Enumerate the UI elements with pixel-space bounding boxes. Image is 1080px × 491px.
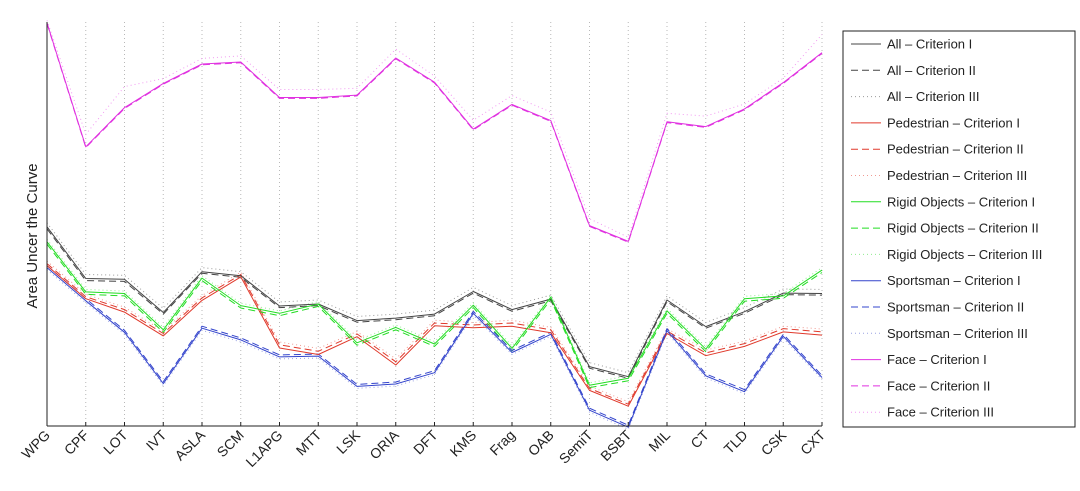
series-line-face-criterion-ii — [46, 23, 823, 243]
legend-label: Pedestrian – Criterion I — [887, 115, 1020, 130]
x-tick-label-lot: LOT — [100, 426, 131, 457]
series-line-all-criterion-ii — [46, 228, 823, 379]
series-line-sportsman-criterion-i — [46, 267, 823, 428]
x-tick-label-semit: SemiT — [556, 426, 596, 466]
legend-item: Rigid Objects – Criterion II — [851, 221, 1039, 236]
legend-label: Rigid Objects – Criterion I — [887, 194, 1035, 209]
legend-label: Sportsman – Criterion I — [887, 273, 1021, 288]
x-tick-label-mil: MIL — [645, 427, 673, 455]
x-tick-label-scm: SCM — [214, 427, 247, 460]
legend-item: Rigid Objects – Criterion I — [851, 194, 1035, 209]
legend-item: All – Criterion I — [851, 37, 972, 52]
legend-item: All – Criterion III — [851, 89, 979, 104]
series-line-rigid-objects-criterion-ii — [46, 243, 823, 389]
x-tick-label-asla: ASLA — [171, 426, 208, 463]
legend-item: Face – Criterion III — [851, 405, 994, 420]
x-tick-label-ct: CT — [687, 426, 712, 451]
series-line-all-criterion-iii — [46, 222, 823, 374]
legend-item: Rigid Objects – Criterion III — [851, 247, 1042, 262]
legend-label: Sportsman – Criterion II — [887, 300, 1024, 315]
legend-label: All – Criterion III — [887, 89, 979, 104]
series-line-rigid-objects-criterion-iii — [46, 239, 823, 384]
grid-lines — [85, 22, 823, 426]
legend-box — [842, 30, 1076, 428]
x-tick-label-bsbt: BSBT — [597, 426, 634, 463]
legend: All – Criterion I All – Criterion II All –… — [842, 30, 1076, 428]
legend-label: Sportsman – Criterion III — [887, 326, 1028, 341]
legend-label: Pedestrian – Criterion III — [887, 168, 1027, 183]
legend-item: Sportsman – Criterion II — [851, 300, 1024, 315]
legend-item: Sportsman – Criterion III — [851, 326, 1028, 341]
x-tick-label-wpg: WPG — [18, 427, 53, 462]
legend-item: All – Criterion II — [851, 63, 976, 78]
x-tick-label-ivt: IVT — [143, 426, 170, 453]
legend-item: Face – Criterion II — [851, 378, 990, 393]
series-line-rigid-objects-criterion-i — [46, 241, 823, 386]
x-tick-label-dft: DFT — [410, 426, 441, 457]
x-tick-label-tld: TLD — [721, 427, 751, 457]
legend-label: All – Criterion II — [887, 63, 976, 78]
legend-label: All – Criterion I — [887, 37, 972, 52]
y-axis-label: Area Uncer the Curve — [24, 163, 41, 308]
x-tick-label-l1apg: L1APG — [242, 427, 285, 470]
x-tick-label-oab: OAB — [525, 427, 557, 459]
x-tick-label-mtt: MTT — [293, 426, 325, 458]
series-line-pedestrian-criterion-i — [46, 265, 823, 407]
series-line-pedestrian-criterion-iii — [46, 260, 823, 403]
legend-label: Pedestrian – Criterion II — [887, 142, 1024, 157]
legend-item: Face – Criterion I — [851, 352, 987, 367]
legend-item: Sportsman – Criterion I — [851, 273, 1021, 288]
x-tick-label-lsk: LSK — [333, 426, 363, 456]
x-tick-label-cxt: CXT — [797, 426, 828, 457]
x-tick-label-kms: KMS — [447, 427, 480, 460]
series-line-face-criterion-i — [46, 22, 823, 242]
series-line-pedestrian-criterion-ii — [46, 263, 823, 405]
series-lines — [46, 20, 823, 430]
legend-item: Pedestrian – Criterion I — [851, 115, 1020, 130]
series-line-face-criterion-iii — [46, 20, 823, 238]
x-tick-label-cpf: CPF — [61, 427, 92, 458]
legend-label: Rigid Objects – Criterion III — [887, 247, 1042, 262]
legend-label: Rigid Objects – Criterion II — [887, 221, 1039, 236]
legend-label: Face – Criterion I — [887, 352, 987, 367]
x-tick-label-csk: CSK — [758, 426, 790, 458]
legend-label: Face – Criterion III — [887, 405, 994, 420]
legend-item: Pedestrian – Criterion III — [851, 168, 1027, 183]
series-line-sportsman-criterion-ii — [46, 265, 823, 426]
legend-item: Pedestrian – Criterion II — [851, 142, 1024, 157]
series-line-all-criterion-i — [46, 226, 823, 378]
x-tick-label-oria: ORIA — [366, 426, 402, 462]
x-tick-label-frag: Frag — [486, 427, 518, 459]
legend-label: Face – Criterion II — [887, 378, 990, 393]
